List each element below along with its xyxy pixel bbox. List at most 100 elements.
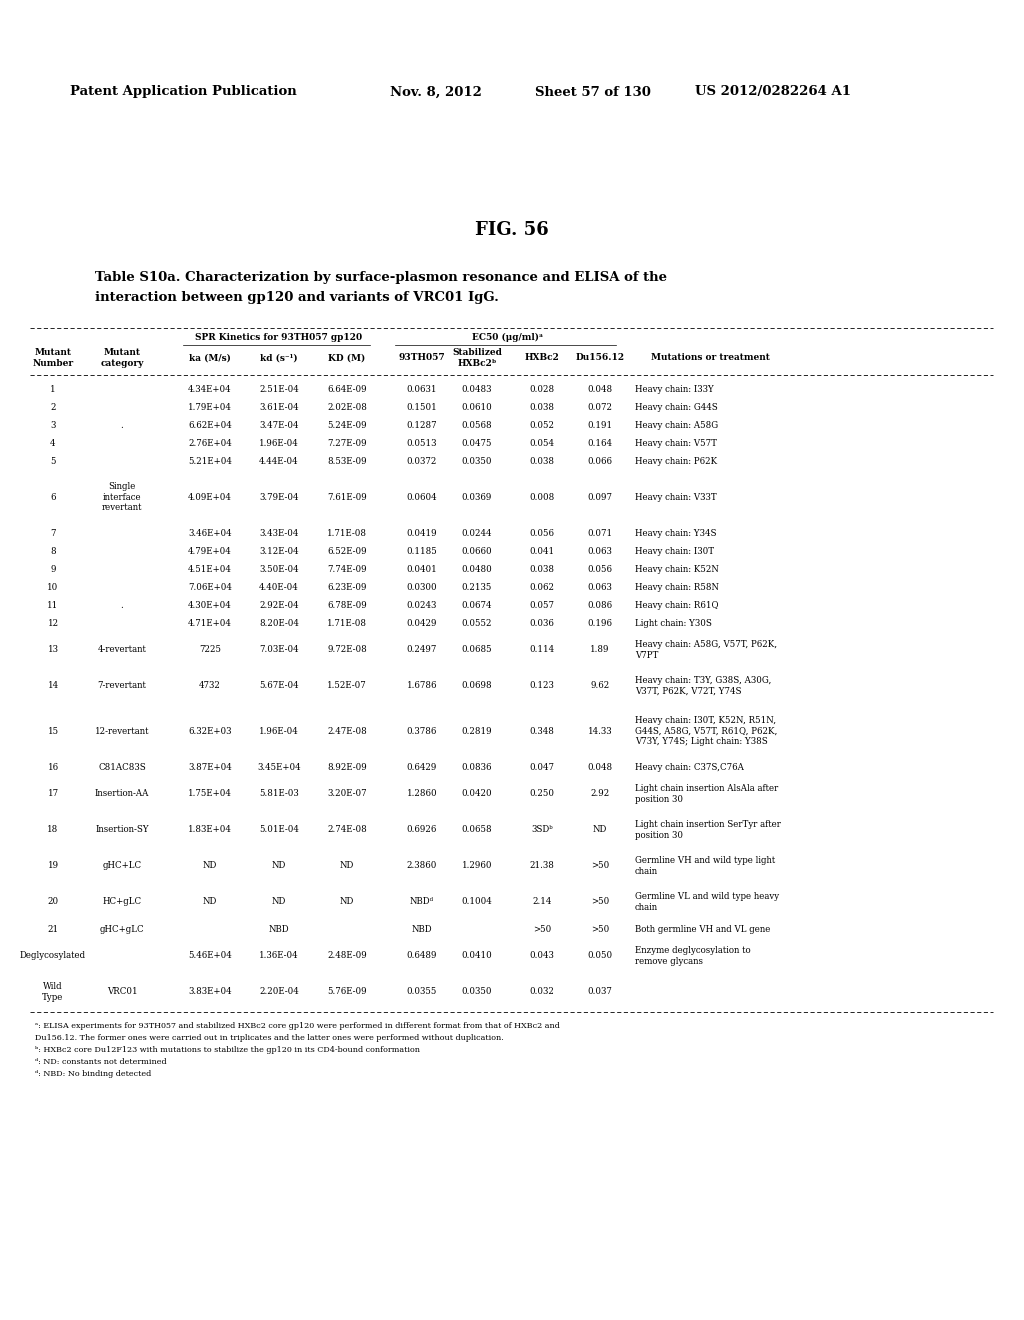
Text: 0.0836: 0.0836: [462, 763, 493, 771]
Text: Du156.12: Du156.12: [575, 354, 625, 363]
Text: FIG. 56: FIG. 56: [475, 220, 549, 239]
Text: 0.0410: 0.0410: [462, 952, 493, 961]
Text: 0.063: 0.063: [588, 582, 612, 591]
Text: Mutations or treatment: Mutations or treatment: [650, 354, 769, 363]
Text: 0.054: 0.054: [529, 438, 555, 447]
Text: US 2012/0282264 A1: US 2012/0282264 A1: [695, 86, 851, 99]
Text: 0.071: 0.071: [588, 528, 612, 537]
Text: 6.23E-09: 6.23E-09: [328, 582, 367, 591]
Text: 21.38: 21.38: [529, 862, 554, 870]
Text: 0.062: 0.062: [529, 582, 555, 591]
Text: 8.53E-09: 8.53E-09: [328, 457, 367, 466]
Text: Heavy chain: G44S: Heavy chain: G44S: [635, 403, 718, 412]
Text: 0.6489: 0.6489: [407, 952, 437, 961]
Text: 0.0674: 0.0674: [462, 601, 493, 610]
Text: 3.12E-04: 3.12E-04: [259, 546, 299, 556]
Text: 12-revertant: 12-revertant: [95, 726, 150, 735]
Text: interaction between gp120 and variants of VRC01 IgG.: interaction between gp120 and variants o…: [95, 292, 499, 305]
Text: 4.40E-04: 4.40E-04: [259, 582, 299, 591]
Text: 2.76E+04: 2.76E+04: [188, 438, 231, 447]
Text: Heavy chain: A58G: Heavy chain: A58G: [635, 421, 718, 429]
Text: 14: 14: [47, 681, 58, 690]
Text: Heavy chain: R61Q: Heavy chain: R61Q: [635, 601, 719, 610]
Text: 0.0685: 0.0685: [462, 645, 493, 655]
Text: ND: ND: [271, 862, 286, 870]
Text: 10: 10: [47, 582, 58, 591]
Text: 0.043: 0.043: [529, 952, 554, 961]
Text: 21: 21: [47, 924, 58, 933]
Text: Stabilized
HXBc2ᵇ: Stabilized HXBc2ᵇ: [452, 348, 502, 368]
Text: 0.191: 0.191: [588, 421, 612, 429]
Text: 7225: 7225: [199, 645, 221, 655]
Text: 0.0401: 0.0401: [407, 565, 437, 573]
Text: 0.0244: 0.0244: [462, 528, 493, 537]
Text: .: .: [121, 601, 123, 610]
Text: 1.52E-07: 1.52E-07: [327, 681, 367, 690]
Text: 0.037: 0.037: [588, 987, 612, 997]
Text: 15: 15: [47, 726, 58, 735]
Text: 0.0483: 0.0483: [462, 384, 493, 393]
Text: 19: 19: [47, 862, 58, 870]
Text: Light chain insertion SerTyr after
position 30: Light chain insertion SerTyr after posit…: [635, 820, 781, 840]
Text: NBDᵈ: NBDᵈ: [410, 898, 434, 907]
Text: 1.2960: 1.2960: [462, 862, 493, 870]
Text: 3.61E-04: 3.61E-04: [259, 403, 299, 412]
Text: 4.71E+04: 4.71E+04: [188, 619, 232, 627]
Text: 1.36E-04: 1.36E-04: [259, 952, 299, 961]
Text: 0.0631: 0.0631: [407, 384, 437, 393]
Text: 0.0243: 0.0243: [407, 601, 437, 610]
Text: 5.81E-03: 5.81E-03: [259, 789, 299, 799]
Text: gHC+LC: gHC+LC: [102, 862, 141, 870]
Text: 18: 18: [47, 825, 58, 834]
Text: 6.32E+03: 6.32E+03: [188, 726, 231, 735]
Text: SPR Kinetics for 93TH057 gp120: SPR Kinetics for 93TH057 gp120: [196, 333, 362, 342]
Text: 0.072: 0.072: [588, 403, 612, 412]
Text: 1.6786: 1.6786: [407, 681, 437, 690]
Text: >50: >50: [591, 898, 609, 907]
Text: Patent Application Publication: Patent Application Publication: [70, 86, 297, 99]
Text: 0.048: 0.048: [588, 763, 612, 771]
Text: 17: 17: [47, 789, 58, 799]
Text: 0.6926: 0.6926: [407, 825, 437, 834]
Text: 0.164: 0.164: [588, 438, 612, 447]
Text: 0.008: 0.008: [529, 492, 555, 502]
Text: 0.114: 0.114: [529, 645, 555, 655]
Text: 12: 12: [47, 619, 58, 627]
Text: 2.14: 2.14: [532, 898, 552, 907]
Text: 0.196: 0.196: [588, 619, 612, 627]
Text: 3.83E+04: 3.83E+04: [188, 987, 231, 997]
Text: 5.21E+04: 5.21E+04: [188, 457, 232, 466]
Text: 0.2819: 0.2819: [462, 726, 493, 735]
Text: 2.51E-04: 2.51E-04: [259, 384, 299, 393]
Text: 0.0300: 0.0300: [407, 582, 437, 591]
Text: 0.123: 0.123: [529, 681, 554, 690]
Text: 0.3786: 0.3786: [407, 726, 437, 735]
Text: Sheet 57 of 130: Sheet 57 of 130: [535, 86, 651, 99]
Text: ND: ND: [271, 898, 286, 907]
Text: 5.67E-04: 5.67E-04: [259, 681, 299, 690]
Text: ND: ND: [340, 862, 354, 870]
Text: 0.2135: 0.2135: [462, 582, 493, 591]
Text: 0.1004: 0.1004: [462, 898, 493, 907]
Text: 2.3860: 2.3860: [407, 862, 437, 870]
Text: Enzyme deglycosylation to
remove glycans: Enzyme deglycosylation to remove glycans: [635, 946, 751, 966]
Text: 2.48E-09: 2.48E-09: [327, 952, 367, 961]
Text: 2.02E-08: 2.02E-08: [327, 403, 367, 412]
Text: ND: ND: [340, 898, 354, 907]
Text: 6.78E-09: 6.78E-09: [327, 601, 367, 610]
Text: 3.79E-04: 3.79E-04: [259, 492, 299, 502]
Text: 3.46E+04: 3.46E+04: [188, 528, 231, 537]
Text: 4.30E+04: 4.30E+04: [188, 601, 231, 610]
Text: 0.348: 0.348: [529, 726, 554, 735]
Text: 2.92E-04: 2.92E-04: [259, 601, 299, 610]
Text: Insertion-AA: Insertion-AA: [95, 789, 150, 799]
Text: 13: 13: [47, 645, 58, 655]
Text: 0.0419: 0.0419: [407, 528, 437, 537]
Text: 4.79E+04: 4.79E+04: [188, 546, 231, 556]
Text: 0.056: 0.056: [529, 528, 555, 537]
Text: ᵈ: NBD: No binding detected: ᵈ: NBD: No binding detected: [35, 1071, 152, 1078]
Text: Mutant
Number: Mutant Number: [33, 348, 74, 368]
Text: 0.028: 0.028: [529, 384, 555, 393]
Text: Heavy chain: P62K: Heavy chain: P62K: [635, 457, 717, 466]
Text: Light chain: Y30S: Light chain: Y30S: [635, 619, 712, 627]
